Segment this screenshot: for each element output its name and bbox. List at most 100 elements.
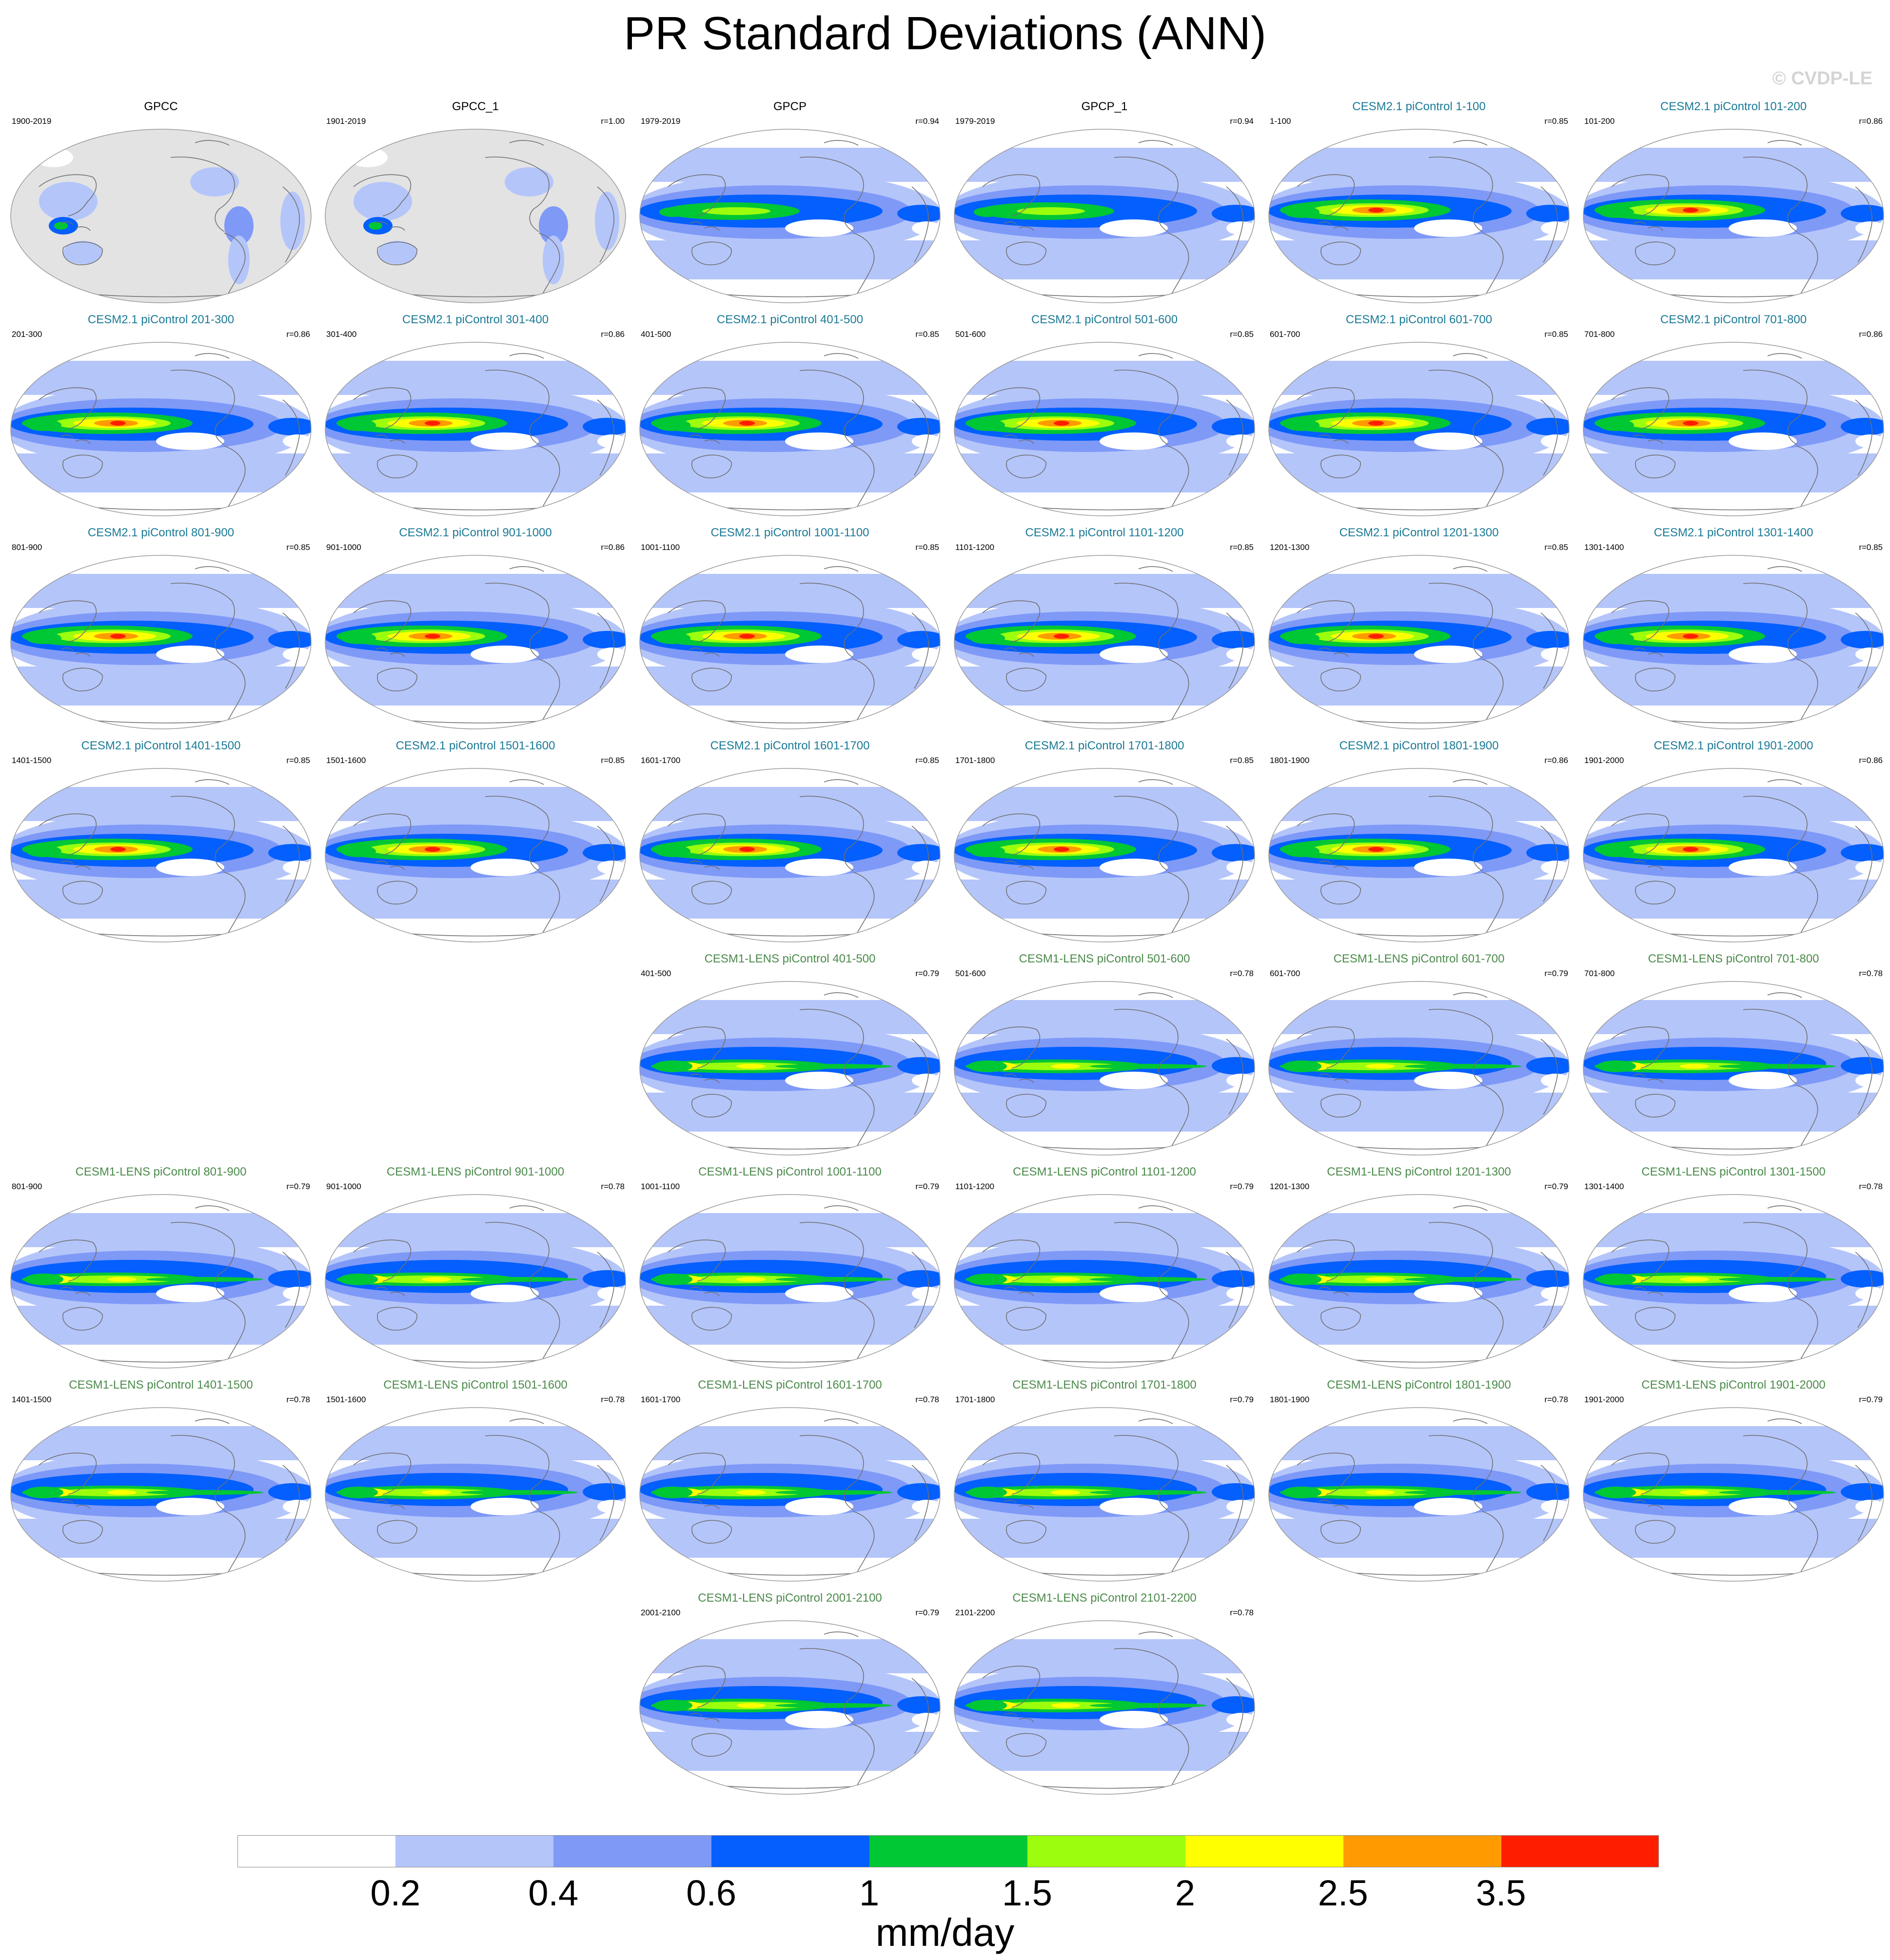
coastline [1611,1026,1670,1069]
map-field [325,768,626,942]
coastline [390,865,405,870]
dry-tongue [597,861,626,874]
contour-band [422,1490,451,1495]
contour-band [1680,1490,1709,1495]
coastline [282,612,300,689]
contour-band [1090,1064,1207,1069]
coastline [1767,353,1802,359]
panel-years: 1501-1600 [326,1395,366,1404]
panel-years: 701-800 [1584,969,1615,978]
map-panel: CESM1-LENS piControl 1301-1500 1301-1400 r… [1577,1165,1890,1380]
dry-tongue [1729,859,1797,876]
contour-band [1841,631,1884,648]
coastline [1333,1292,1349,1296]
panel-pattern-correlation: r=0.78 [1230,1608,1254,1617]
coastline [824,140,859,146]
map-outline [325,555,626,729]
coastline [1114,583,1179,658]
coastline [1226,1465,1243,1541]
map-panel: CESM2.1 piControl 101-200 101-200 r=0.86 [1577,100,1890,314]
coastline [1482,1298,1504,1362]
contour-band [653,1060,692,1072]
contour-band [1841,205,1884,222]
land-contour [190,167,239,196]
dry-tongue [785,646,853,663]
dry-tongue [156,432,224,450]
panel-title: CESM1-LENS piControl 1201-1300 [1327,1165,1511,1178]
dry-tongue [1226,1074,1255,1087]
map-field [954,342,1255,516]
coastline [1006,881,1046,904]
coastline [1453,566,1488,572]
coastline [1855,1465,1872,1541]
dry-tongue [1855,1287,1884,1300]
panel-title: CESM1-LENS piControl 701-800 [1648,952,1819,965]
panel-title: CESM1-LENS piControl 1401-1500 [69,1378,253,1392]
robinson-map [325,129,626,303]
contour-band [1841,418,1884,435]
coastline [1167,872,1189,936]
contour-band [1212,1696,1255,1714]
coastline [597,825,614,902]
robinson-map [954,1620,1255,1795]
coastline [1019,1292,1034,1296]
panel-title: CESM2.1 piControl 1001-1100 [710,526,869,539]
dry-tongue [283,861,311,874]
contour-band [24,1487,63,1498]
contour-band [968,1700,1007,1711]
coastline [195,1418,230,1424]
coastline [60,221,74,225]
coastline [1648,439,1663,444]
copyright-watermark: © CVDP-LE [1772,68,1872,89]
contour-band [970,419,1005,431]
panel-pattern-correlation: r=0.79 [286,1182,310,1191]
dry-tongue [1414,859,1482,876]
coastline [1333,865,1349,870]
coastline [485,1222,550,1297]
panel-title: CESM2.1 piControl 801-900 [87,526,235,539]
coastline [691,881,732,904]
robinson-map [639,1194,941,1369]
coastline [799,796,864,871]
coastline [195,140,230,146]
coastline [282,825,300,902]
coastline [1138,779,1173,785]
contour-band [1841,1483,1884,1501]
panel-years: 1901-2000 [1584,756,1624,765]
colorbar-units-label: mm/day [875,1911,1015,1954]
panel-pattern-correlation: r=0.85 [1544,543,1568,552]
contour-band [1282,1487,1321,1498]
contour-band [897,1057,940,1075]
contour-band [461,1490,578,1495]
panel-years: 801-900 [12,543,42,552]
contour-band [425,634,440,639]
dry-tongue [1414,219,1482,237]
coastline [1114,1648,1179,1724]
land-contour [280,192,305,250]
coastline [704,652,720,657]
coastline [1743,1009,1808,1084]
map-panel-grid: GPCC 1900-2019 GPCC_1 1901-2019 r=1.00 GPCP 19… [10,100,1890,1795]
robinson-map [1583,555,1884,729]
map-field [640,1195,940,1368]
contour-band [736,1277,766,1282]
panel-title: CESM1-LENS piControl 901-1000 [386,1165,565,1178]
panel-title: CESM2.1 piControl 1-100 [1352,100,1486,113]
panel-years: 1601-1700 [641,756,681,765]
panel-years: 2001-2100 [641,1608,681,1617]
panel-pattern-correlation: r=0.85 [1230,330,1254,339]
dry-tongue [1100,432,1168,450]
coastline [1855,1039,1872,1115]
panel-title: GPCC [144,100,178,113]
panel-title: CESM1-LENS piControl 1901-2000 [1641,1378,1826,1392]
coastline [1767,992,1802,998]
robinson-map [639,555,941,729]
panel-title: CESM1-LENS piControl 1801-1900 [1327,1378,1511,1392]
robinson-map [954,981,1255,1156]
robinson-map [1268,768,1570,942]
dry-tongue [1855,647,1884,661]
dry-tongue [597,1500,626,1513]
coastline [1633,1074,1646,1078]
map-panel: CESM2.1 piControl 1901-2000 1901-2000 r=0.… [1577,739,1890,954]
coastline [1138,140,1173,146]
